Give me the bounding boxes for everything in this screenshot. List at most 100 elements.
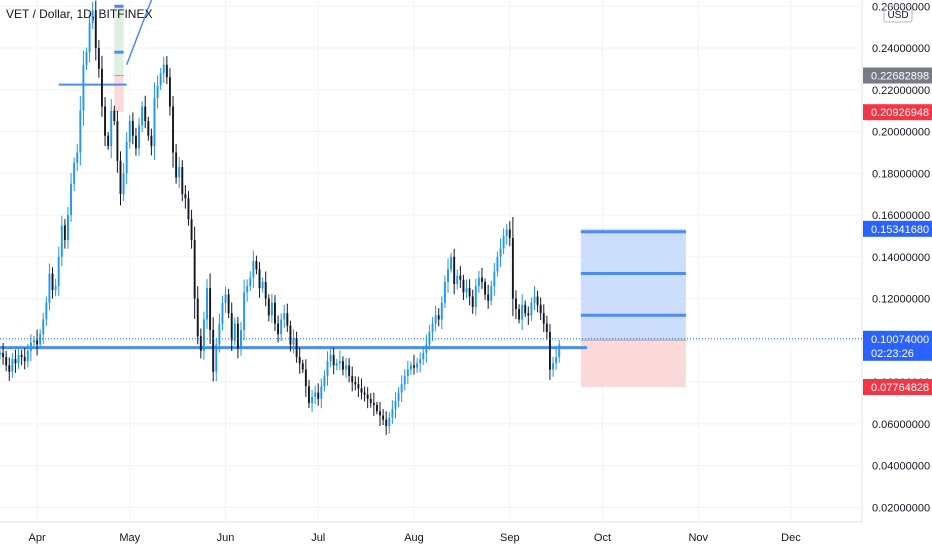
candle-body xyxy=(320,386,323,399)
candle-body xyxy=(552,363,554,370)
candle-body xyxy=(190,219,193,241)
candle-body xyxy=(539,304,542,314)
candle xyxy=(88,13,91,63)
candle-body xyxy=(67,215,69,241)
candle xyxy=(511,216,514,317)
currency-label: USD xyxy=(887,10,908,21)
stop-zone-upper xyxy=(580,340,686,388)
y-tick-label: 0.14000000 xyxy=(872,252,930,264)
candle xyxy=(165,56,168,85)
candle-body xyxy=(533,296,536,303)
candle xyxy=(97,40,100,78)
candle xyxy=(60,215,63,267)
candle xyxy=(218,313,221,353)
candle xyxy=(450,253,453,273)
candle xyxy=(33,336,35,347)
candle xyxy=(264,271,267,307)
candle xyxy=(280,313,283,342)
candle xyxy=(125,132,128,185)
candle xyxy=(357,376,360,398)
candle xyxy=(527,306,530,325)
candle-body xyxy=(221,302,224,324)
candle-body xyxy=(199,336,202,351)
candle-body xyxy=(267,298,270,316)
candle-body xyxy=(317,392,320,399)
candle xyxy=(332,347,335,375)
candle-body xyxy=(413,365,415,368)
candle xyxy=(397,387,400,408)
candle xyxy=(304,359,307,397)
candle-body xyxy=(76,152,79,163)
candle xyxy=(308,379,310,409)
candle-body xyxy=(468,288,471,297)
trend-line xyxy=(125,0,153,65)
candle xyxy=(26,343,29,368)
candle-body xyxy=(33,340,35,343)
candle-body xyxy=(104,106,107,136)
candle-body xyxy=(277,323,280,335)
candle-body xyxy=(375,405,378,412)
candle xyxy=(434,305,437,332)
target-zone-lower xyxy=(114,6,124,76)
candle-body xyxy=(394,400,397,410)
candle xyxy=(447,258,449,293)
candle-body xyxy=(243,292,246,330)
candle-body xyxy=(215,344,218,372)
candle-body xyxy=(521,304,524,320)
candle-body xyxy=(391,409,394,418)
price-badge-0: 0.22682898 xyxy=(863,67,932,84)
candle-body xyxy=(73,162,76,184)
candle-body xyxy=(323,375,326,387)
candle xyxy=(508,221,511,247)
candle-body xyxy=(515,298,517,310)
candle-body xyxy=(144,106,147,122)
candle-body xyxy=(125,141,128,174)
price-badge-1-text: 0.20926948 xyxy=(871,107,929,119)
x-tick-label: Dec xyxy=(781,532,801,544)
candle-body xyxy=(224,294,227,303)
target-zone-upper xyxy=(580,228,686,341)
candle xyxy=(428,325,431,350)
candle xyxy=(14,349,17,373)
candle xyxy=(159,67,162,91)
candle xyxy=(502,228,505,254)
price-badge-2-text: 0.15341680 xyxy=(871,224,929,236)
candle xyxy=(221,295,224,331)
candle-body xyxy=(369,398,372,403)
candle xyxy=(100,55,103,117)
candle-body xyxy=(233,323,236,341)
candle-body xyxy=(385,419,388,426)
y-tick-label: 0.20000000 xyxy=(872,127,930,139)
candle-body xyxy=(428,331,431,345)
position-zones xyxy=(114,4,686,388)
candle-body xyxy=(147,121,150,136)
candle-body xyxy=(335,363,338,366)
candle xyxy=(481,267,483,289)
candle xyxy=(8,357,11,381)
candle xyxy=(484,278,487,300)
candle xyxy=(471,289,474,314)
candle xyxy=(345,357,347,378)
price-badge-1: 0.20926948 xyxy=(863,104,932,121)
candle xyxy=(141,101,144,132)
candle-body xyxy=(45,302,48,320)
x-tick-label: Nov xyxy=(688,532,708,544)
candle-body xyxy=(338,361,341,364)
candle xyxy=(172,95,174,168)
candle xyxy=(440,296,443,330)
candle-body xyxy=(286,313,289,326)
candle xyxy=(536,290,539,313)
candles xyxy=(0,0,561,435)
price-badge-4-bg xyxy=(863,379,932,396)
candle xyxy=(236,316,239,359)
candle-body xyxy=(29,342,32,351)
candle-body xyxy=(274,302,276,324)
candle xyxy=(202,311,205,360)
candle-body xyxy=(527,313,530,316)
candle-body xyxy=(409,365,412,370)
current-price-badge-bg xyxy=(863,330,932,361)
candle xyxy=(348,358,351,383)
candle xyxy=(63,219,66,249)
